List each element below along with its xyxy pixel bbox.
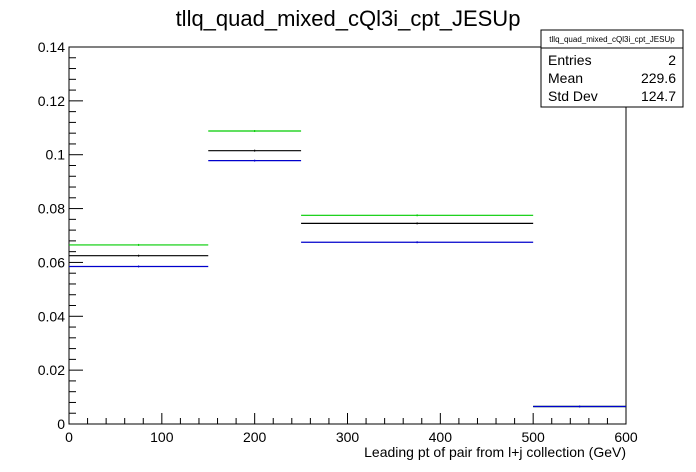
x-tick-label: 300 xyxy=(336,429,360,445)
x-tick-label: 600 xyxy=(614,429,638,445)
y-tick-label: 0.12 xyxy=(38,93,65,109)
x-tick-label: 100 xyxy=(150,429,174,445)
y-tick-label: 0 xyxy=(57,416,65,432)
x-tick-label: 0 xyxy=(65,429,73,445)
y-tick-label: 0.1 xyxy=(46,147,66,163)
x-tick-label: 400 xyxy=(429,429,453,445)
y-tick-label: 0.08 xyxy=(38,201,65,217)
y-tick-label: 0.02 xyxy=(38,362,65,378)
x-axis-title: Leading pt of pair from l+j collection (… xyxy=(364,444,626,460)
stats-box-frame xyxy=(540,29,684,108)
chart-title: tllq_quad_mixed_cQl3i_cpt_JESUp xyxy=(176,6,521,31)
stats-entries-value: 2 xyxy=(668,52,676,68)
stats-box-title: tllq_quad_mixed_cQl3i_cpt_JESUp xyxy=(549,35,675,44)
stats-mean-label: Mean xyxy=(548,70,583,86)
stats-entries-label: Entries xyxy=(548,52,592,68)
x-axis: 0 100 200 300 400 500 600 xyxy=(65,413,638,445)
y-tick-label: 0.04 xyxy=(38,308,65,324)
x-tick-label: 500 xyxy=(521,429,545,445)
stats-stddev-label: Std Dev xyxy=(548,88,598,104)
x-tick-label: 200 xyxy=(243,429,267,445)
histogram-series xyxy=(69,130,626,408)
y-tick-label: 0.06 xyxy=(38,254,65,270)
y-axis: 0 0.02 0.04 0.06 0.08 0.1 0.12 0.14 xyxy=(38,39,83,432)
y-tick-label: 0.14 xyxy=(38,39,65,55)
stats-stddev-value: 124.7 xyxy=(641,88,676,104)
stats-mean-value: 229.6 xyxy=(641,70,676,86)
stats-box: tllq_quad_mixed_cQl3i_cpt_JESUp Entries … xyxy=(540,29,684,108)
